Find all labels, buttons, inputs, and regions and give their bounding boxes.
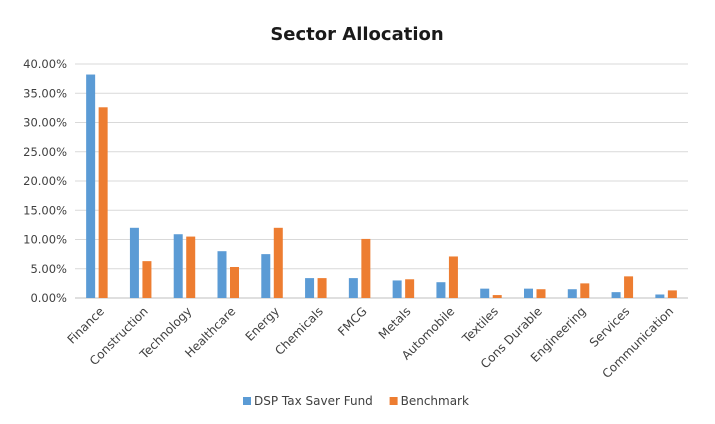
bar-fund-engineering [567, 289, 577, 298]
y-axis-ticks: 0.00% 5.00% 10.00% 15.00% 20.00% 25.00% 30.00%… [23, 57, 67, 305]
legend-label-fund: DSP Tax Saver Fund [254, 394, 373, 408]
legend-swatch-benchmark [389, 397, 398, 405]
x-tick-label: Energy [243, 304, 283, 344]
bar-benchmark-chemicals [317, 278, 327, 298]
legend-label-benchmark: Benchmark [401, 394, 469, 408]
x-tick-label: Metals [376, 304, 414, 342]
bar-benchmark-automobile [448, 256, 458, 298]
bar-benchmark-finance [98, 107, 108, 298]
x-tick-label: Services [587, 304, 633, 350]
bar-fund-finance [86, 74, 96, 298]
bar-fund-fmcg [348, 278, 358, 298]
bar-benchmark-services [624, 276, 634, 298]
bar-fund-chemicals [305, 278, 315, 298]
bars [86, 74, 677, 298]
gridlines [75, 63, 688, 299]
y-tick-label: 30.00% [23, 116, 67, 130]
bar-benchmark-construction [142, 261, 152, 298]
y-tick-label: 10.00% [23, 233, 67, 247]
bar-fund-technology [173, 234, 183, 298]
y-tick-label: 35.00% [23, 86, 67, 100]
y-tick-label: 25.00% [23, 145, 67, 159]
x-tick-label: Finance [65, 304, 107, 346]
bar-fund-communication [655, 294, 665, 298]
bar-benchmark-textiles [492, 295, 502, 298]
legend: DSP Tax Saver Fund Benchmark [243, 394, 469, 408]
bar-fund-textiles [480, 288, 490, 298]
bar-benchmark-fmcg [361, 238, 371, 298]
bar-benchmark-communication [667, 290, 677, 298]
bar-benchmark-cons-durable [536, 289, 546, 298]
bar-fund-metals [392, 280, 402, 298]
bar-benchmark-engineering [580, 283, 590, 298]
bar-fund-automobile [436, 282, 446, 298]
legend-swatch-fund [243, 397, 251, 405]
bar-benchmark-metals [405, 279, 415, 298]
bar-benchmark-healthcare [230, 266, 239, 298]
bar-benchmark-technology [186, 236, 196, 298]
bar-fund-services [611, 292, 621, 298]
bar-fund-cons-durable [524, 288, 533, 298]
y-tick-label: 20.00% [23, 174, 67, 188]
bar-fund-energy [261, 254, 271, 298]
y-tick-label: 0.00% [30, 291, 67, 305]
bar-benchmark-energy [273, 227, 283, 298]
x-tick-label: FMCG [335, 304, 370, 339]
chart-title: Sector Allocation [270, 24, 443, 45]
y-tick-label: 40.00% [23, 57, 67, 71]
y-tick-label: 15.00% [23, 203, 67, 217]
bar-fund-healthcare [217, 251, 227, 298]
y-tick-label: 5.00% [30, 262, 67, 276]
bar-fund-construction [129, 227, 139, 298]
x-tick-label: Textiles [459, 304, 501, 346]
